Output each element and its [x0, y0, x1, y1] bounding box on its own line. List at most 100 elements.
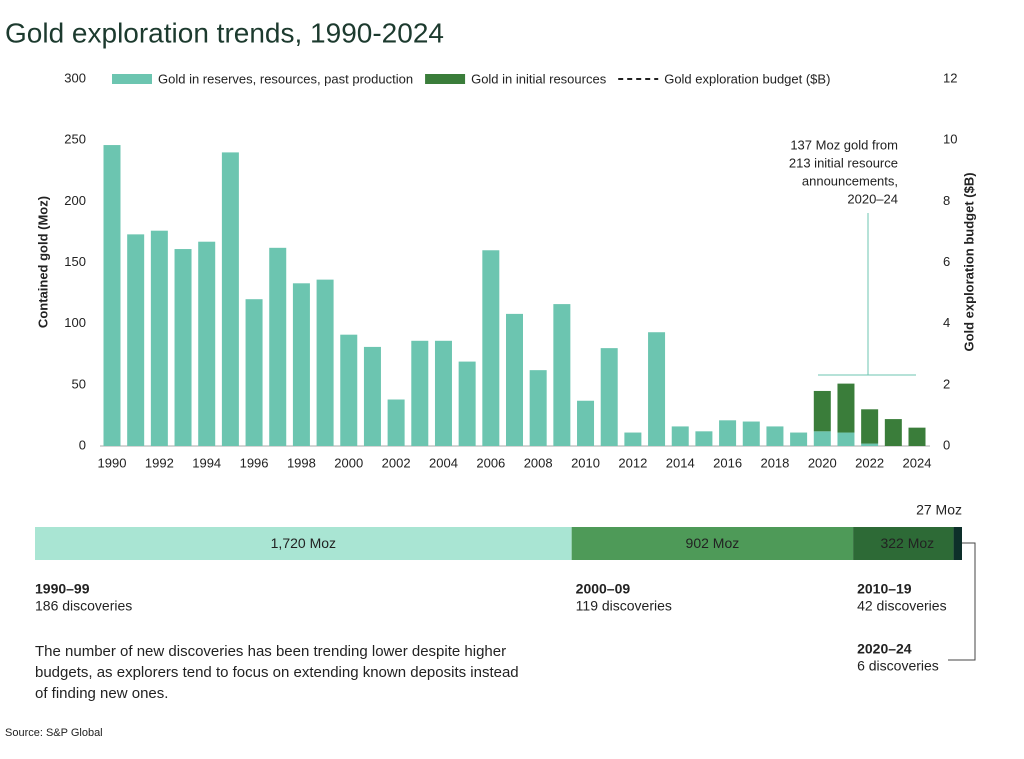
x-tick-label: 1994: [192, 455, 221, 470]
bar: [861, 409, 879, 444]
note: The number of new discoveries has been t…: [35, 643, 506, 660]
x-tick-label: 2008: [524, 455, 553, 470]
bar: [837, 383, 855, 433]
y-tick-label: 250: [64, 132, 86, 147]
bar: [150, 230, 168, 446]
y2-axis-label: Gold exploration budget ($B): [961, 172, 976, 351]
x-tick-label: 2004: [429, 455, 458, 470]
source: Source: S&P Global: [5, 727, 103, 739]
bar: [648, 332, 666, 446]
x-tick-label: 2020: [808, 455, 837, 470]
y-tick-label: 50: [72, 376, 86, 391]
y2-tick-label: 0: [943, 437, 950, 452]
x-tick-label: 2006: [476, 455, 505, 470]
bar: [553, 304, 571, 446]
annotation: 213 initial resource: [789, 155, 898, 170]
bar: [506, 313, 523, 446]
bar: [434, 340, 452, 446]
bar: [458, 361, 476, 446]
value-label: 902 Moz: [686, 535, 740, 551]
y2-tick-label: 10: [943, 132, 957, 147]
y-axis-label: Contained gold (Moz): [35, 196, 50, 328]
period-detail: 42 discoveries: [857, 598, 947, 614]
segment: [953, 527, 962, 560]
segment: [571, 527, 854, 560]
y2-tick-label: 2: [943, 376, 950, 391]
x-tick-label: 2014: [666, 455, 695, 470]
y2-tick-label: 8: [943, 193, 950, 208]
bar: [790, 432, 808, 446]
x-tick-label: 2000: [334, 455, 363, 470]
legend-swatch: [425, 74, 466, 84]
segment: [35, 527, 572, 560]
x-tick-label: 2010: [571, 455, 600, 470]
legend-label: Gold exploration budget ($B): [664, 71, 830, 86]
bar: [719, 420, 737, 446]
period-label: 2010–19: [857, 581, 912, 597]
bar: [742, 421, 760, 446]
bar: [103, 145, 121, 446]
bar: [577, 400, 595, 446]
bar: [340, 334, 358, 446]
bar: [861, 443, 879, 446]
value-label: 27 Moz: [916, 502, 962, 518]
bar: [813, 390, 831, 432]
period-label: 2000–09: [576, 581, 631, 597]
x-tick-label: 1998: [287, 455, 316, 470]
x-tick-label: 2016: [713, 455, 742, 470]
bar: [174, 249, 192, 446]
legend-label: Gold in reserves, resources, past produc…: [158, 71, 413, 86]
annotation: 137 Moz gold from: [790, 137, 898, 152]
bar: [600, 348, 618, 446]
bar: [884, 419, 902, 446]
bar: [908, 427, 926, 446]
y2-tick-label: 12: [943, 70, 957, 85]
y2-tick-label: 4: [943, 315, 950, 330]
x-tick-label: 2018: [760, 455, 789, 470]
annotation: announcements,: [802, 173, 898, 188]
bar: [387, 399, 405, 446]
legend-label: Gold in initial resources: [471, 71, 607, 86]
bar: [269, 247, 287, 446]
period-label: 1990–99: [35, 581, 90, 597]
y-tick-label: 0: [79, 437, 86, 452]
y-tick-label: 300: [64, 70, 86, 85]
legend-swatch: [112, 74, 152, 84]
bar: [813, 431, 831, 446]
x-tick-label: 1992: [145, 455, 174, 470]
bar: [766, 426, 784, 446]
bar: [316, 279, 334, 446]
note: budgets, as explorers tend to focus on e…: [35, 664, 519, 681]
bar: [482, 250, 500, 446]
value-label: 322 Moz: [880, 535, 934, 551]
bar: [292, 283, 310, 446]
value-label: 1,720 Moz: [271, 535, 336, 551]
bar: [624, 432, 642, 446]
bar: [671, 426, 689, 446]
bar: [529, 370, 547, 446]
bar: [695, 431, 713, 446]
y-tick-label: 100: [64, 315, 86, 330]
period-bracket: [948, 542, 976, 661]
segment: [853, 527, 954, 560]
x-tick-label: 2012: [618, 455, 647, 470]
y-tick-label: 200: [64, 193, 86, 208]
bar: [221, 152, 239, 446]
note: of finding new ones.: [35, 685, 168, 702]
x-tick-label: 2024: [903, 455, 932, 470]
period-detail: 119 discoveries: [576, 598, 672, 614]
x-tick-label: 2022: [855, 455, 884, 470]
period-label: 2020–24: [857, 641, 912, 657]
y2-tick-label: 6: [943, 254, 950, 269]
bar: [363, 346, 381, 446]
y-tick-label: 150: [64, 254, 86, 269]
x-tick-label: 1990: [98, 455, 127, 470]
bar: [245, 299, 263, 446]
bar: [198, 241, 216, 446]
x-tick-label: 1996: [240, 455, 269, 470]
period-detail: 186 discoveries: [35, 598, 132, 614]
bar: [411, 340, 429, 446]
x-tick-label: 2002: [382, 455, 411, 470]
bar: [127, 234, 145, 446]
